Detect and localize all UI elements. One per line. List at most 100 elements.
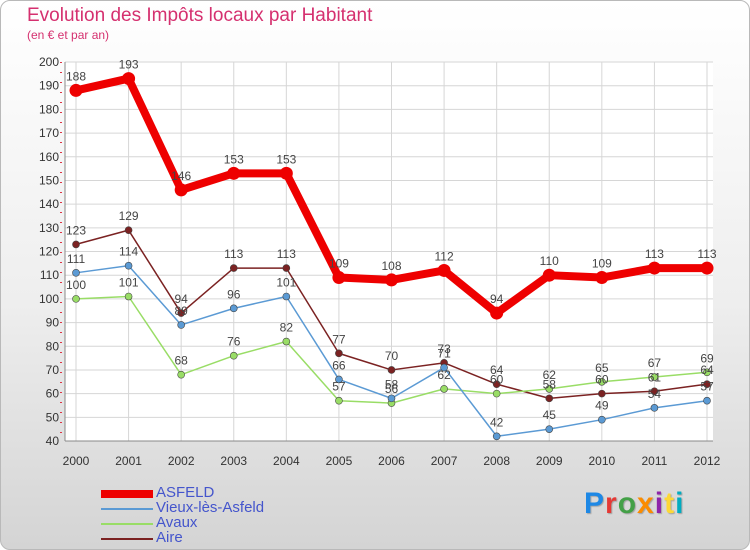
y-tick-label: 120: [39, 245, 59, 259]
logo-letter: i: [654, 487, 665, 520]
y-tick-label: 100: [39, 292, 59, 306]
y-tick-label: 60: [46, 387, 60, 401]
data-point: [542, 268, 556, 282]
x-tick-label: 2008: [483, 454, 510, 468]
data-label: 153: [276, 152, 296, 166]
data-point: [492, 380, 501, 388]
x-tick-label: 2001: [115, 454, 142, 468]
y-tick-label: 80: [46, 339, 60, 353]
data-label: 89: [174, 304, 188, 318]
data-point: [282, 292, 291, 301]
data-label: 45: [543, 408, 557, 422]
data-label: 82: [280, 321, 294, 335]
data-label: 113: [224, 247, 243, 261]
x-tick-label: 2011: [642, 454, 668, 468]
data-label: 68: [174, 354, 188, 368]
data-label: 112: [435, 249, 454, 263]
data-label: 129: [119, 209, 139, 223]
data-label: 77: [332, 332, 346, 346]
y-tick-label: 170: [39, 126, 59, 140]
data-label: 66: [332, 358, 346, 372]
data-label: 67: [648, 356, 662, 370]
data-label: 64: [490, 363, 504, 377]
data-point: [703, 380, 711, 388]
data-point: [122, 72, 136, 86]
data-point: [229, 264, 238, 272]
data-label: 113: [645, 247, 664, 261]
y-tick-label: 50: [46, 410, 60, 424]
x-tick-label: 2010: [588, 454, 615, 468]
data-label: 108: [381, 259, 401, 273]
data-point: [545, 394, 554, 403]
data-label: 153: [224, 152, 244, 166]
data-label: 70: [385, 349, 399, 363]
data-point: [490, 306, 504, 320]
data-point: [69, 83, 83, 97]
legend-swatch: [101, 490, 153, 498]
data-label: 101: [119, 276, 139, 290]
y-tick-label: 40: [46, 434, 60, 448]
data-point: [492, 432, 501, 441]
legend-label: Avaux: [156, 514, 198, 531]
data-label: 109: [329, 257, 349, 271]
data-point: [385, 273, 398, 287]
data-label: 73: [437, 342, 451, 356]
data-point: [177, 321, 185, 329]
data-point: [72, 269, 80, 277]
y-tick-label: 140: [39, 197, 59, 211]
legend-label: ASFELD: [156, 484, 215, 501]
logo-letter: o: [617, 487, 638, 520]
data-label: 57: [700, 380, 714, 394]
y-tick-label: 180: [39, 102, 59, 116]
x-tick-label: 2007: [431, 454, 458, 468]
data-label: 193: [119, 58, 139, 72]
x-tick-label: 2000: [63, 454, 90, 468]
logo-letter: x: [637, 487, 655, 520]
legend-label: Aire: [156, 529, 183, 546]
y-tick-label: 200: [39, 55, 59, 69]
logo-letter: i: [675, 487, 685, 520]
data-point: [335, 349, 343, 358]
data-point: [279, 166, 293, 180]
data-point: [650, 373, 659, 381]
data-label: 146: [171, 169, 191, 183]
data-point: [545, 385, 554, 393]
data-label: 65: [595, 361, 609, 375]
legend-swatch: [101, 523, 153, 525]
data-label: 57: [332, 380, 346, 394]
data-label: 49: [595, 399, 609, 413]
data-point: [72, 240, 80, 249]
y-tick-label: 160: [39, 150, 59, 164]
data-point: [598, 389, 606, 398]
data-point: [124, 261, 133, 270]
data-label: 69: [700, 351, 714, 365]
x-tick-label: 2006: [378, 454, 405, 468]
data-label: 60: [490, 373, 504, 387]
data-point: [177, 309, 185, 317]
data-label: 58: [543, 377, 557, 391]
data-point: [598, 415, 606, 424]
data-point: [387, 394, 396, 403]
legend-label: Vieux-lès-Asfeld: [156, 499, 265, 516]
data-point: [703, 396, 711, 405]
data-point: [335, 375, 343, 384]
data-label: 62: [543, 368, 557, 382]
chart-title: Evolution des Impôts locaux par Habitant: [27, 5, 373, 26]
data-point: [335, 396, 343, 405]
data-point: [598, 377, 606, 386]
data-label: 188: [66, 69, 86, 83]
data-point: [124, 226, 133, 234]
data-label: 64: [700, 363, 714, 377]
data-label: 123: [66, 223, 86, 237]
data-label: 96: [227, 287, 241, 301]
data-point: [440, 385, 448, 393]
data-point: [229, 351, 238, 360]
proxiti-logo: Proxiti: [584, 487, 684, 521]
data-label: 114: [119, 245, 138, 259]
data-label: 94: [174, 292, 188, 306]
data-point: [332, 271, 346, 285]
x-tick-label: 2005: [326, 454, 353, 468]
data-label: 42: [490, 415, 504, 429]
x-tick-label: 2003: [220, 454, 247, 468]
